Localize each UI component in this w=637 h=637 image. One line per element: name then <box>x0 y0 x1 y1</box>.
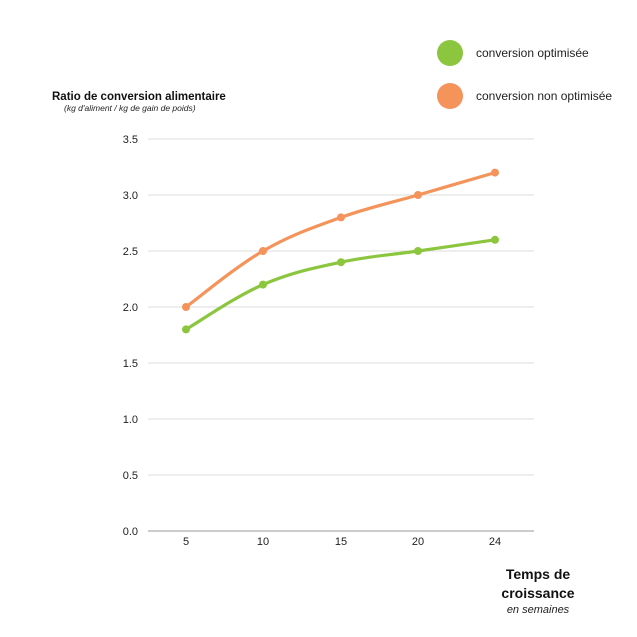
y-tick-label: 0.0 <box>123 526 138 538</box>
x-tick-label: 5 <box>183 536 189 548</box>
data-point <box>414 191 422 199</box>
y-axis-title: Ratio de conversion alimentaire <box>52 91 226 103</box>
y-tick-label: 2.0 <box>123 302 138 314</box>
y-tick-label: 3.5 <box>123 134 138 146</box>
legend-swatch-optimised <box>437 40 463 66</box>
series-optimised-line <box>184 238 497 331</box>
data-point <box>491 168 499 177</box>
data-point <box>414 247 422 255</box>
legend-label-optimised: conversion optimisée <box>476 46 589 60</box>
data-point <box>259 247 267 255</box>
x-axis-subtitle: en semaines <box>507 604 570 616</box>
y-tick-label: 1.5 <box>123 358 138 370</box>
y-axis-ticks: 0.0 0.5 1.0 1.5 2.0 2.5 3.0 3.5 <box>123 134 138 538</box>
y-tick-label: 0.5 <box>123 470 138 482</box>
x-axis-ticks: 5 10 15 20 24 <box>183 536 501 548</box>
legend: conversion optimisée conversion non opti… <box>437 40 612 109</box>
legend-label-non-optimised: conversion non optimisée <box>476 89 612 103</box>
y-tick-label: 1.0 <box>123 414 138 426</box>
legend-swatch-non-optimised <box>437 83 463 109</box>
x-tick-label: 20 <box>412 536 424 548</box>
data-point <box>337 258 345 267</box>
data-point <box>259 280 267 289</box>
legend-item-optimised: conversion optimisée <box>437 40 589 66</box>
series-optimised <box>182 235 499 334</box>
data-point <box>182 325 190 334</box>
y-tick-label: 2.5 <box>123 246 138 258</box>
series-non-optimised <box>182 168 499 311</box>
y-axis-subtitle: (kg d'aliment / kg de gain de poids) <box>64 103 196 113</box>
series-non-optimised-line <box>184 171 497 309</box>
legend-item-non-optimised: conversion non optimisée <box>437 83 612 109</box>
x-tick-label: 10 <box>257 536 269 548</box>
series-layer <box>182 168 499 334</box>
gridlines <box>148 138 534 532</box>
data-point <box>337 213 345 222</box>
x-axis-title-line1: Temps de <box>506 566 571 582</box>
x-tick-label: 24 <box>489 536 501 548</box>
data-point <box>491 235 499 244</box>
x-tick-label: 15 <box>335 536 347 548</box>
y-tick-label: 3.0 <box>123 190 138 202</box>
data-point <box>182 303 190 311</box>
x-axis-title-line2: croissance <box>501 585 574 601</box>
